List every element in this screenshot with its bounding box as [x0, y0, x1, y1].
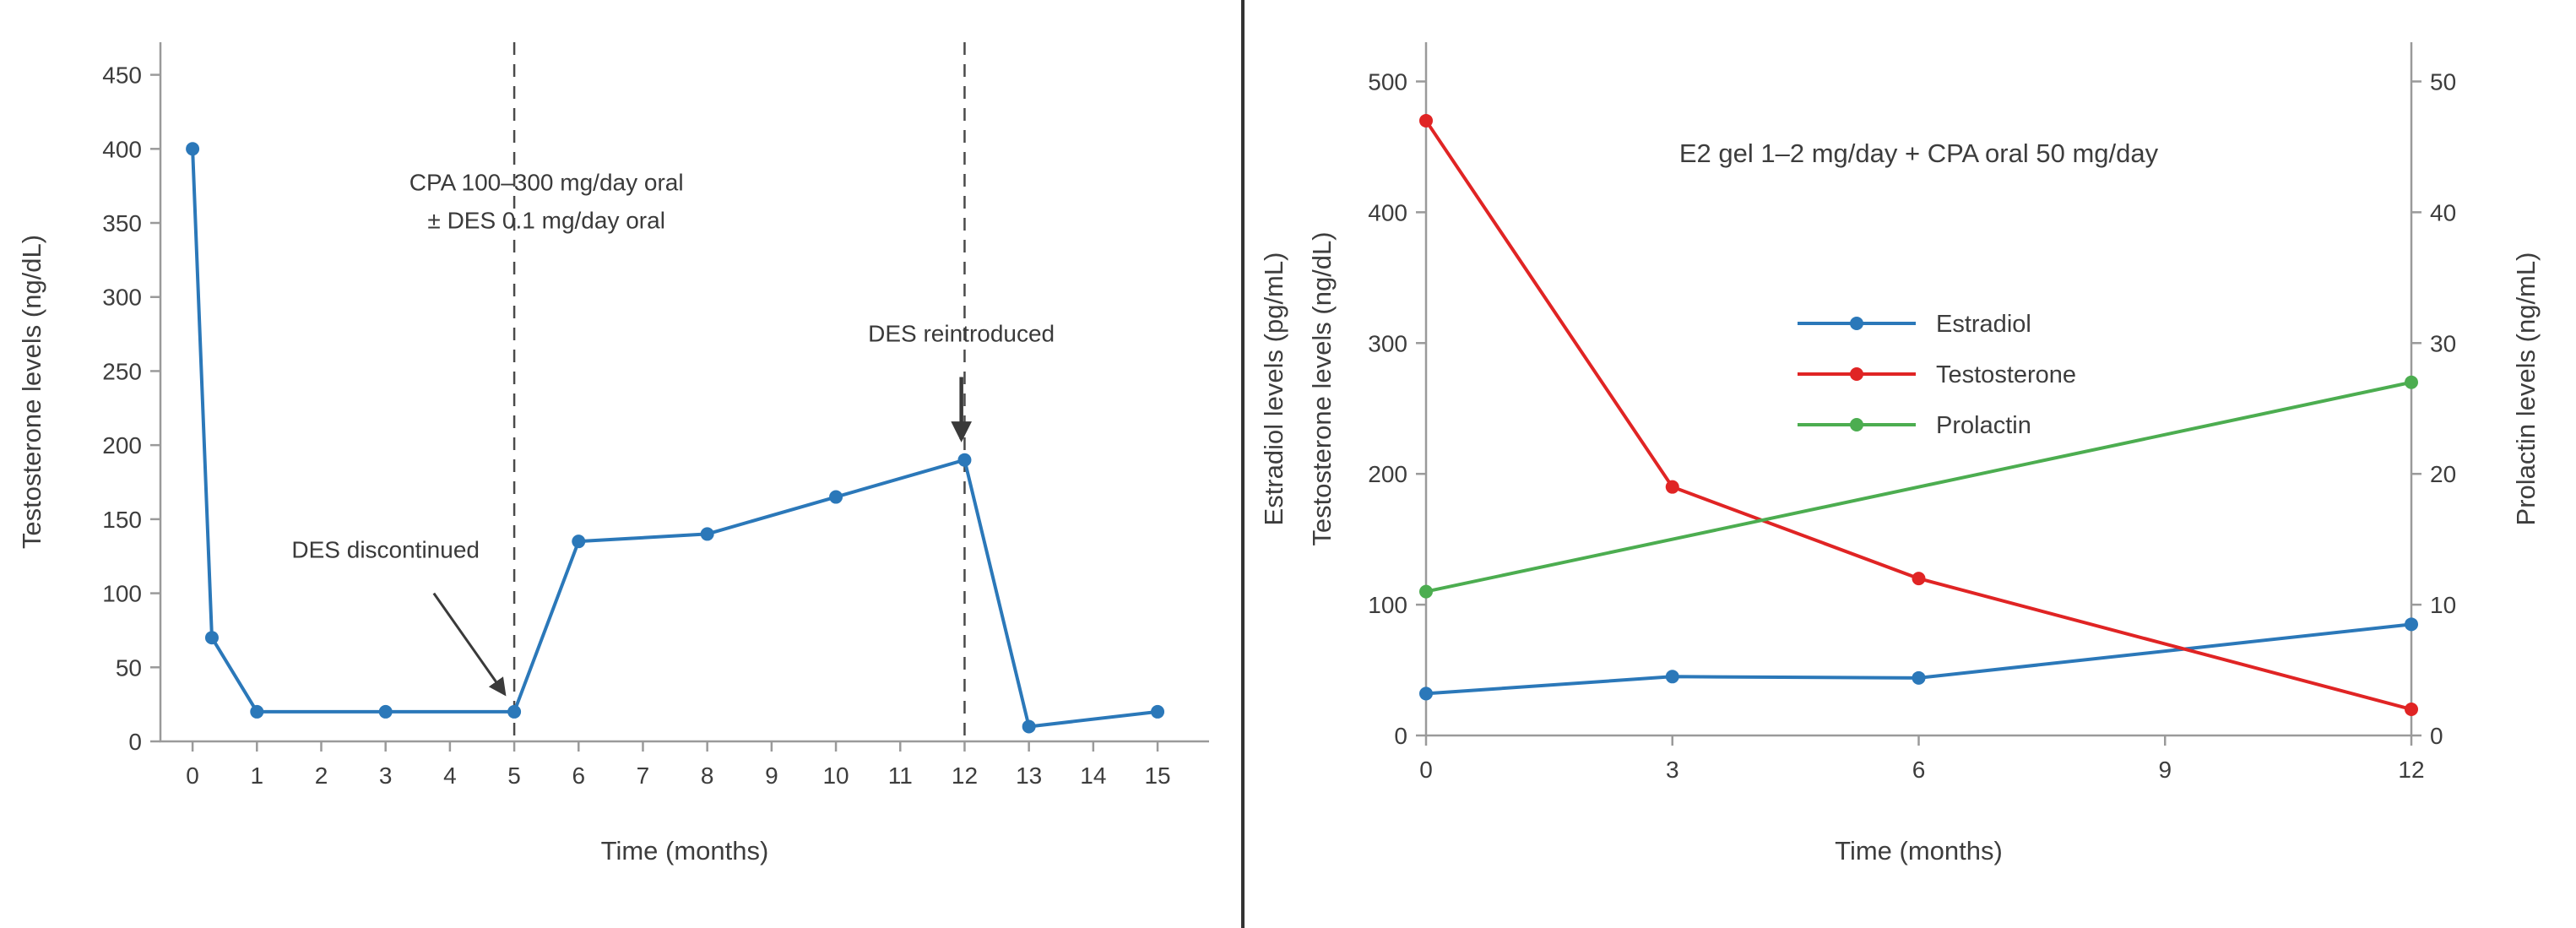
- y-tick-label: 0: [128, 729, 142, 755]
- y2-axis-title: Prolactin levels (ng/mL): [2511, 252, 2541, 526]
- data-point-testosterone: [1151, 704, 1165, 719]
- y-tick-label: 100: [102, 581, 142, 607]
- annotation-arrow: [432, 592, 507, 697]
- des-discontinued-label: DES discontinued: [291, 536, 480, 562]
- x-tick-label: 3: [379, 762, 393, 789]
- y2-tick-label: 50: [2430, 68, 2456, 95]
- x-tick-label: 14: [1080, 762, 1106, 789]
- regimen-label: ± DES 0.1 mg/day oral: [427, 207, 665, 233]
- y-tick-label: 200: [102, 432, 142, 459]
- x-tick-label: 3: [1666, 757, 1679, 783]
- x-tick-label: 6: [572, 762, 585, 789]
- x-tick-label: 2: [315, 762, 328, 789]
- testosterone-chart: 0 1 2 3 4 5 6 7 8 9 10 11 12 13 14 15050100150200250300…: [17, 42, 1209, 866]
- series-line-testosterone: [1424, 118, 2413, 712]
- data-point-testosterone: [700, 527, 714, 541]
- x-tick-label: 1: [251, 762, 264, 789]
- x-axis-title: Time (months): [1835, 836, 2003, 866]
- y-tick-label: 100: [1368, 592, 1407, 618]
- y2-tick-label: 0: [2430, 723, 2443, 749]
- data-point-prolactin: [1419, 584, 1433, 599]
- data-point-testosterone: [186, 142, 200, 156]
- data-point-estradiol: [2405, 617, 2418, 632]
- y-tick-label: 400: [1368, 199, 1407, 225]
- y-tick-label: 300: [102, 285, 142, 311]
- data-point-estradiol: [1419, 687, 1433, 701]
- x-tick-label: 4: [443, 762, 457, 789]
- left-chart-panel: 0 1 2 3 4 5 6 7 8 9 10 11 12 13 14 15 0 50 100 150 200 250 300…: [0, 0, 1241, 928]
- legend-label-prolactin: Prolactin: [1936, 412, 2031, 439]
- panel-divider: [1241, 0, 1245, 928]
- legend-marker-estradiol: [1850, 317, 1863, 330]
- y-tick-label: 50: [116, 654, 142, 681]
- data-point-testosterone: [1419, 113, 1433, 128]
- y-tick-label: 350: [102, 210, 142, 236]
- data-point-estradiol: [1912, 670, 1926, 685]
- y-tick-label: 300: [1368, 330, 1407, 356]
- data-point-prolactin: [2405, 375, 2418, 389]
- x-tick-label: 10: [822, 762, 849, 789]
- x-tick-label: 7: [637, 762, 650, 789]
- x-tick-label: 12: [2398, 757, 2424, 783]
- x-tick-label: 9: [2158, 757, 2172, 783]
- data-point-testosterone: [829, 490, 843, 504]
- x-tick-label: 5: [507, 762, 521, 789]
- series-line-testosterone: [191, 147, 1160, 729]
- series-line-estradiol: [1424, 622, 2413, 696]
- x-tick-label: 15: [1144, 762, 1170, 789]
- legend-marker-prolactin: [1850, 418, 1863, 431]
- y-tick-label: 450: [102, 62, 142, 89]
- y2-tick-label: 20: [2430, 461, 2456, 487]
- data-point-testosterone: [378, 704, 393, 719]
- y-axis-title-2: Testosterone levels (ng/dL): [1307, 231, 1337, 545]
- y2-tick-label: 40: [2430, 199, 2456, 225]
- y-axis-title: Testosterone levels (ng/dL): [17, 235, 46, 549]
- y-tick-label: 250: [102, 358, 142, 384]
- data-point-testosterone: [572, 535, 586, 549]
- legend-marker-testosterone: [1850, 367, 1863, 381]
- des-reintroduced-label: DES reintroduced: [868, 320, 1055, 346]
- x-tick-label: 8: [701, 762, 714, 789]
- x-tick-label: 13: [1016, 762, 1042, 789]
- data-point-estradiol: [1665, 670, 1679, 684]
- regimen-label: CPA 100–300 mg/day oral: [409, 169, 684, 195]
- data-point-testosterone: [1912, 572, 1926, 586]
- y2-tick-label: 10: [2430, 592, 2456, 618]
- x-tick-label: 0: [186, 762, 199, 789]
- right-chart-panel: 0 3 6 9 12 0 100 200 300 400 500 0 10 20 30 40 50 Time (m…: [1245, 0, 2576, 928]
- y-tick-label: 400: [102, 136, 142, 162]
- chart-title: E2 gel 1–2 mg/day + CPA oral 50 mg/day: [1679, 138, 2159, 168]
- data-point-testosterone: [250, 704, 264, 719]
- data-point-testosterone: [1665, 480, 1679, 494]
- y-tick-label: 150: [102, 507, 142, 533]
- x-tick-label: 11: [888, 762, 913, 789]
- data-point-testosterone: [1022, 719, 1036, 734]
- y-tick-label: 500: [1368, 68, 1407, 95]
- legend-label-testosterone: Testosterone: [1936, 361, 2076, 388]
- legend-label-estradiol: Estradiol: [1936, 311, 2031, 338]
- x-tick-label: 12: [952, 762, 978, 789]
- data-point-testosterone: [2405, 703, 2418, 717]
- x-axis-title: Time (months): [601, 836, 769, 866]
- x-tick-label: 6: [1912, 757, 1926, 783]
- y2-tick-label: 30: [2430, 330, 2456, 356]
- data-point-testosterone: [507, 704, 522, 719]
- data-point-testosterone: [204, 631, 219, 645]
- y-tick-label: 0: [1394, 723, 1407, 749]
- y-axis-title-1: Estradiol levels (pg/mL): [1259, 252, 1288, 526]
- x-tick-label: 0: [1419, 757, 1433, 783]
- x-tick-label: 9: [765, 762, 778, 789]
- y-tick-label: 200: [1368, 461, 1407, 487]
- data-point-testosterone: [957, 453, 972, 467]
- series-line-prolactin: [1424, 380, 2413, 594]
